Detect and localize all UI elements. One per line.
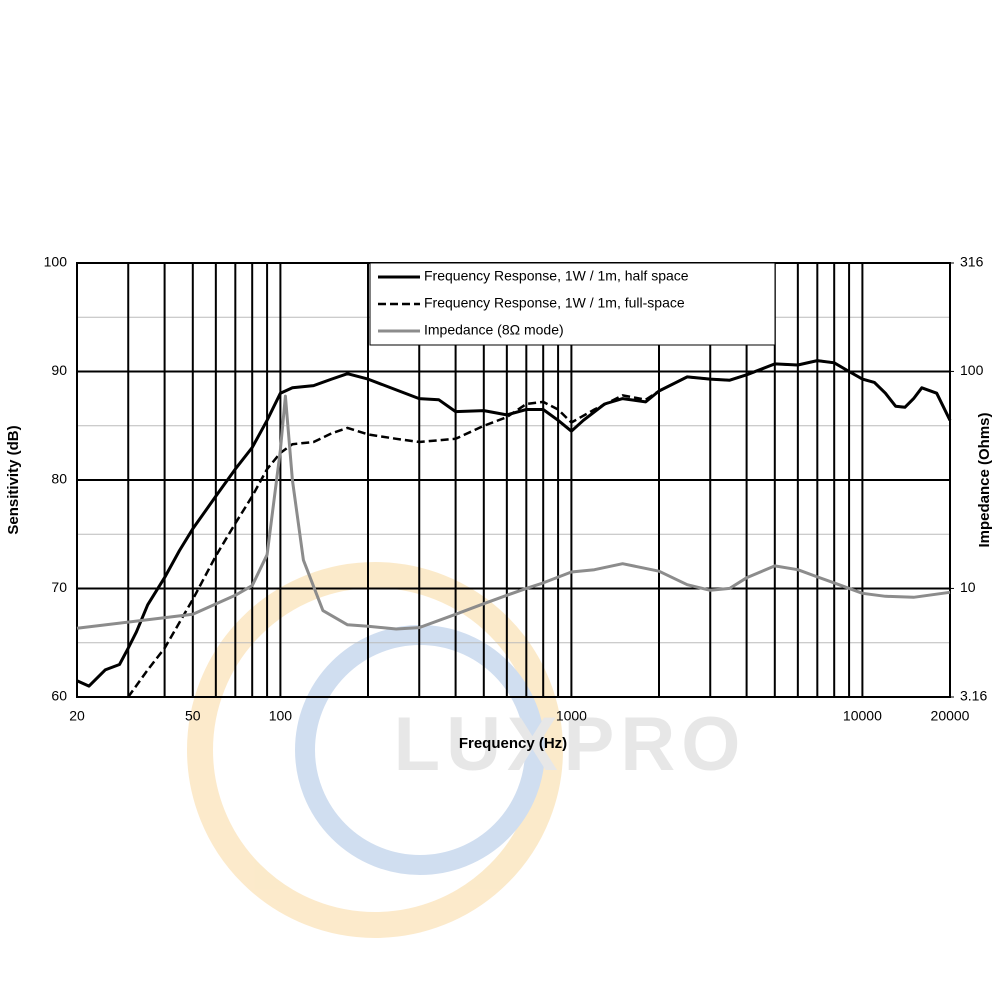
legend-label: Frequency Response, 1W / 1m, half space: [424, 268, 689, 284]
legend: Frequency Response, 1W / 1m, half space F…: [369, 262, 776, 346]
x-tick-label: 20000: [931, 708, 970, 724]
series-line: [76, 394, 951, 631]
y-axis-label: Sensitivity (dB): [5, 425, 22, 534]
legend-label: Impedance (8Ω mode): [424, 322, 564, 338]
x-tick-label: 100: [269, 708, 293, 724]
legend-label: Frequency Response, 1W / 1m, full-space: [424, 295, 685, 311]
x-tick-label: 50: [185, 708, 201, 724]
y-tick-label: 70: [51, 579, 67, 595]
y-tick-label: 60: [51, 688, 67, 704]
watermark-ring: [187, 562, 563, 938]
x-tick-label: 1000: [556, 708, 587, 724]
y2-tick-label: 316: [960, 254, 984, 270]
legend-box: [369, 262, 776, 346]
series-line: [127, 359, 952, 698]
y-tick-label: 100: [44, 254, 68, 270]
y2-tick-label: 100: [960, 362, 984, 378]
y2-tick-label: 10: [960, 579, 976, 595]
x-axis-label: Frequency (Hz): [459, 735, 567, 752]
y2-axis-label: Impedance (Ohms): [976, 412, 993, 547]
watermark-text: LUXPRO: [394, 702, 747, 787]
x-tick-label: 10000: [843, 708, 882, 724]
y-tick-label: 90: [51, 362, 67, 378]
y2-tick-label: 3.16: [960, 688, 987, 704]
x-tick-label: 20: [69, 708, 85, 724]
y-tick-label: 80: [51, 471, 67, 487]
